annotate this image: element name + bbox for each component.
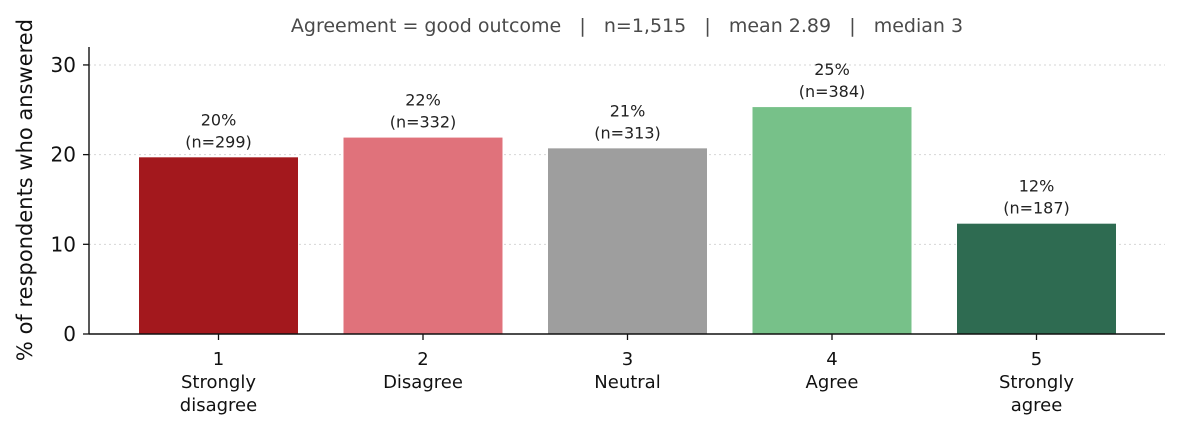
data-label-count: (n=299) — [185, 132, 252, 151]
x-tick-label: Strongly — [999, 372, 1074, 393]
y-tick-label: 20 — [51, 143, 76, 167]
y-tick-label: 0 — [63, 322, 76, 346]
y-ticks: 0 10 20 30 — [51, 53, 89, 346]
x-tick-label: Strongly — [181, 372, 256, 393]
data-label-percent: 21% — [610, 101, 646, 120]
x-tick-label: Disagree — [383, 372, 463, 393]
bar — [752, 107, 912, 334]
data-label-percent: 12% — [1019, 177, 1055, 196]
x-tick-label: Agree — [806, 372, 859, 393]
x-tick-code: 3 — [622, 349, 633, 370]
x-tick-code: 5 — [1031, 349, 1042, 370]
bar — [957, 223, 1116, 334]
data-label-percent: 25% — [814, 60, 850, 79]
y-tick-label: 10 — [51, 232, 76, 256]
bar — [343, 137, 503, 334]
y-axis-label: % of respondents who answered — [13, 19, 37, 361]
x-tick-label: Neutral — [594, 372, 660, 393]
x-tick-label: disagree — [180, 395, 257, 416]
data-label-count: (n=332) — [390, 113, 457, 132]
data-label-percent: 22% — [405, 91, 441, 110]
data-label-count: (n=384) — [799, 82, 866, 101]
chart-title: Agreement = good outcome | n=1,515 | mea… — [291, 15, 963, 37]
data-labels: 20% (n=299) 22% (n=332) 21% (n=313) 25% (n=384)… — [185, 60, 1070, 218]
x-ticks: 1Stronglydisagree2Disagree3Neutral4Agree… — [180, 334, 1074, 416]
bar — [548, 148, 707, 334]
x-tick-code: 1 — [213, 349, 224, 370]
x-tick-code: 4 — [826, 349, 837, 370]
data-label-count: (n=313) — [594, 123, 661, 142]
y-tick-label: 30 — [51, 53, 76, 77]
x-tick-code: 2 — [417, 349, 428, 370]
bars — [139, 107, 1116, 334]
bar — [139, 157, 298, 334]
data-label-percent: 20% — [201, 110, 237, 129]
x-tick-label: agree — [1011, 395, 1063, 416]
data-label-count: (n=187) — [1003, 199, 1070, 218]
